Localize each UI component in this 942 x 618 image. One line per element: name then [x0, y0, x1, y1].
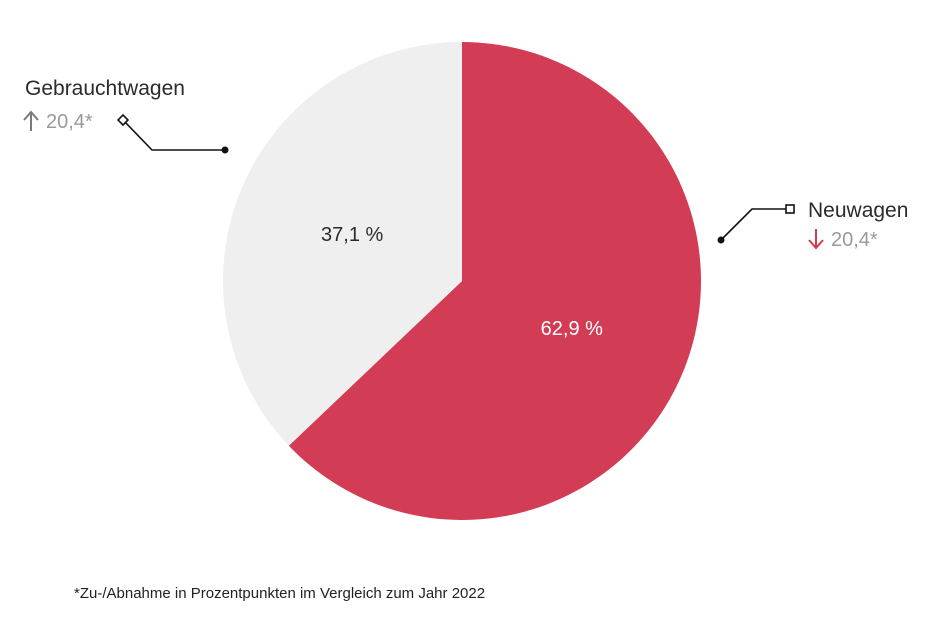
pie-slice-label-gebrauchtwagen: 37,1 %	[321, 224, 383, 246]
pie-slice-label-neuwagen: 62,9 %	[541, 318, 603, 340]
legend-neuwagen-label: Neuwagen	[808, 199, 908, 222]
arrow-up-icon	[23, 110, 39, 131]
pie-slice-gebrauchtwagen	[223, 42, 462, 446]
leader-line-gebrauchtwagen	[116, 113, 229, 154]
legend-gebrauchtwagen-change: 20,4*	[46, 111, 93, 133]
pie-slice-neuwagen	[288, 42, 702, 520]
legend-gebrauchtwagen: Gebrauchtwagen 20,4*	[23, 77, 229, 154]
legend-neuwagen-change: 20,4*	[831, 229, 878, 251]
leader-line-neuwagen	[717, 204, 795, 244]
legend-neuwagen: Neuwagen 20,4*	[717, 199, 908, 251]
arrow-down-icon	[808, 229, 824, 250]
pie-slice-labels: 62,9 % 37,1 %	[321, 224, 603, 340]
legend-gebrauchtwagen-label: Gebrauchtwagen	[25, 77, 185, 100]
footnote: *Zu-/Abnahme in Prozentpunkten im Vergle…	[74, 585, 486, 602]
pie-slices	[223, 42, 702, 520]
